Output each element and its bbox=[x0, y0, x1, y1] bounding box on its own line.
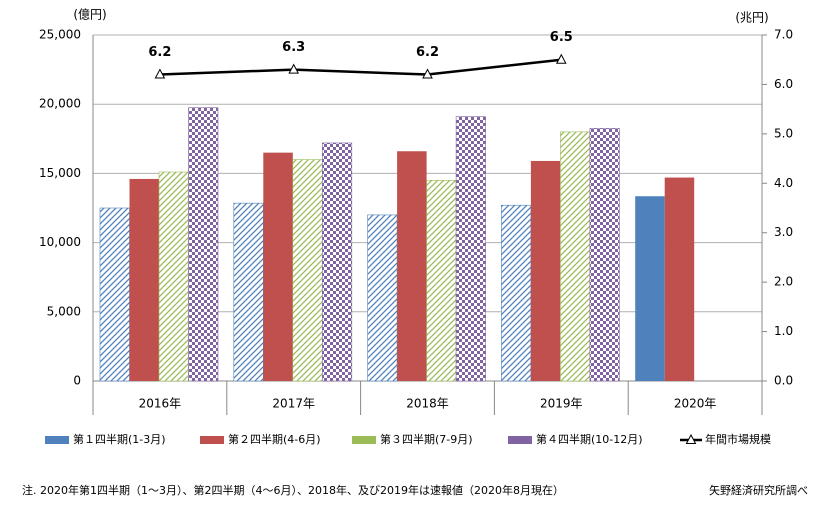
y2-tick-label: 1.0 bbox=[774, 324, 793, 338]
bar bbox=[589, 128, 620, 382]
y2-tick-label: 5.0 bbox=[774, 126, 793, 140]
bar bbox=[233, 202, 264, 382]
legend-label: 年間市場規模 bbox=[705, 432, 771, 446]
bar bbox=[321, 142, 353, 382]
y-tick-label: 25,000 bbox=[39, 28, 81, 42]
bar bbox=[426, 180, 457, 382]
y2-tick-label: 0.0 bbox=[774, 374, 793, 388]
x-tick-label: 2019年 bbox=[540, 397, 583, 411]
note: 注. 2020年第1四半期（1～3月）、第2四半期（4～6月）、2018年、及び… bbox=[22, 483, 564, 497]
bar bbox=[530, 160, 561, 381]
bar bbox=[501, 204, 532, 382]
line-series bbox=[159, 58, 562, 76]
y2-tick-label: 2.0 bbox=[774, 275, 793, 289]
legend-label: 第２四半期(4-6月) bbox=[228, 432, 321, 446]
line-marker bbox=[288, 63, 300, 74]
line-marker bbox=[154, 68, 166, 79]
legend-label: 第１四半期(1-3月) bbox=[73, 432, 166, 446]
legend-swatch bbox=[200, 436, 224, 444]
x-tick-label: 2017年 bbox=[272, 397, 315, 411]
bar bbox=[263, 152, 293, 381]
line-marker bbox=[555, 53, 567, 64]
data-label: 6.3 bbox=[282, 40, 305, 55]
bar bbox=[129, 178, 159, 381]
y2-axis-label: (兆円) bbox=[735, 11, 768, 25]
y-tick-label: 20,000 bbox=[39, 97, 81, 111]
y-axis-label: (億円) bbox=[73, 8, 106, 22]
y2-tick-label: 7.0 bbox=[774, 28, 793, 42]
data-label: 6.2 bbox=[416, 45, 439, 60]
legend-swatch bbox=[45, 436, 69, 444]
bar bbox=[99, 207, 130, 382]
bar bbox=[397, 151, 427, 381]
bar bbox=[560, 131, 591, 382]
x-tick-label: 2016年 bbox=[139, 397, 182, 411]
bar bbox=[635, 196, 665, 381]
bar bbox=[188, 107, 219, 382]
y2-tick-label: 4.0 bbox=[774, 176, 793, 190]
bar bbox=[664, 177, 695, 381]
legend-swatch bbox=[508, 436, 532, 444]
x-tick-label: 2020年 bbox=[674, 397, 717, 411]
legend-swatch bbox=[352, 436, 376, 444]
y-tick-label: 10,000 bbox=[39, 235, 81, 249]
y2-tick-label: 3.0 bbox=[774, 225, 793, 239]
bar bbox=[455, 116, 486, 382]
data-label: 6.5 bbox=[550, 30, 573, 45]
bar bbox=[158, 171, 189, 382]
legend-marker bbox=[685, 433, 697, 444]
line-marker bbox=[422, 68, 433, 79]
y-tick-label: 0 bbox=[73, 374, 81, 388]
y-tick-label: 5,000 bbox=[47, 304, 81, 318]
bar bbox=[292, 159, 323, 382]
data-label: 6.2 bbox=[148, 45, 171, 60]
y2-tick-label: 6.0 bbox=[774, 77, 793, 91]
legend-label: 第４四半期(10-12月) bbox=[536, 432, 643, 446]
y-tick-label: 15,000 bbox=[39, 166, 81, 180]
bar bbox=[367, 214, 398, 382]
x-tick-label: 2018年 bbox=[406, 397, 449, 411]
source: 矢野経済研究所調べ bbox=[709, 483, 808, 497]
legend-label: 第３四半期(7-9月) bbox=[380, 432, 473, 446]
